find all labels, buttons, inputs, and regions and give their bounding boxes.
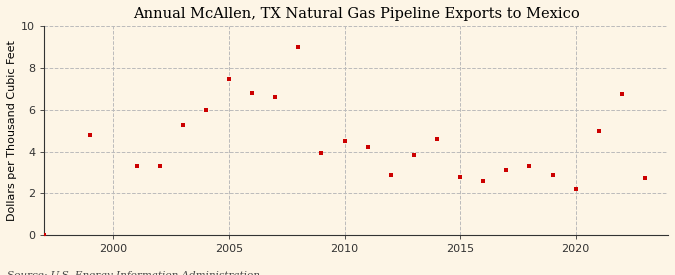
Point	[501, 168, 512, 173]
Point	[293, 45, 304, 50]
Point	[570, 187, 581, 191]
Point	[431, 137, 442, 141]
Point	[85, 133, 96, 137]
Point	[408, 153, 419, 157]
Point	[478, 179, 489, 183]
Point	[38, 233, 49, 238]
Point	[131, 164, 142, 169]
Point	[547, 172, 558, 177]
Point	[200, 108, 211, 112]
Point	[155, 164, 165, 169]
Point	[455, 175, 466, 179]
Point	[339, 139, 350, 144]
Point	[178, 122, 188, 127]
Point	[270, 95, 281, 100]
Point	[223, 76, 234, 81]
Point	[524, 164, 535, 169]
Title: Annual McAllen, TX Natural Gas Pipeline Exports to Mexico: Annual McAllen, TX Natural Gas Pipeline …	[133, 7, 579, 21]
Y-axis label: Dollars per Thousand Cubic Feet: Dollars per Thousand Cubic Feet	[7, 40, 17, 221]
Point	[616, 92, 627, 97]
Point	[385, 172, 396, 177]
Point	[362, 145, 373, 150]
Text: Source: U.S. Energy Information Administration: Source: U.S. Energy Information Administ…	[7, 271, 260, 275]
Point	[639, 176, 650, 180]
Point	[246, 91, 257, 95]
Point	[316, 150, 327, 155]
Point	[593, 129, 604, 133]
